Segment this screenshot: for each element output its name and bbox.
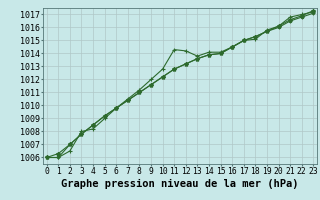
X-axis label: Graphe pression niveau de la mer (hPa): Graphe pression niveau de la mer (hPa) (61, 179, 299, 189)
